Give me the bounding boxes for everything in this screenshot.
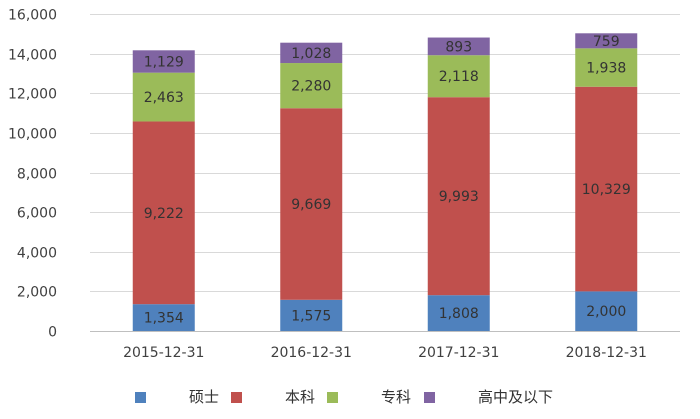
data-label: 2,118 [439, 69, 479, 85]
data-label: 1,354 [144, 311, 184, 327]
bar-segment [132, 121, 195, 305]
data-label: 893 [445, 39, 472, 55]
bar-segment [575, 48, 638, 87]
y-tick-label: 4,000 [17, 246, 57, 262]
bar-segment [427, 97, 490, 296]
x-tick-label: 2017-12-31 [418, 345, 499, 361]
y-tick-label: 14,000 [8, 48, 57, 64]
bar-segment [575, 33, 638, 49]
legend-label: 高中及以下 [478, 388, 553, 406]
legend-swatch [327, 392, 338, 403]
bar-segment [280, 63, 343, 109]
data-label: 10,329 [582, 182, 631, 198]
data-label: 759 [593, 34, 620, 50]
y-tick-label: 16,000 [8, 8, 57, 24]
bar-segment [575, 86, 638, 292]
y-tick-label: 10,000 [8, 127, 57, 143]
legend-swatch [135, 392, 146, 403]
legend-label: 硕士 [189, 388, 219, 406]
bar-segment [427, 295, 490, 331]
bars [132, 33, 638, 331]
legend-label: 专科 [381, 388, 411, 406]
legend-label: 本科 [285, 388, 315, 406]
bar-segment [575, 291, 638, 331]
legend-swatch [424, 392, 435, 403]
data-labels: 1,354 9,222 2,463 1,129 1,575 9,669 2,280 1,028… [144, 34, 631, 327]
legend: 硕士 本科 专科 高中及以下 [135, 388, 553, 406]
bar-segment [427, 55, 490, 98]
data-label: 9,669 [291, 197, 331, 213]
data-label: 1,028 [291, 46, 331, 62]
data-label: 1,808 [439, 306, 479, 322]
y-axis-ticks: 0 2,000 4,000 6,000 8,000 10,000 12,000 14,000 1… [8, 8, 57, 341]
x-axis-ticks: 2015-12-31 2016-12-31 2017-12-31 2018-12-31 [123, 345, 647, 361]
bar-segment [427, 37, 490, 56]
data-label: 2,280 [291, 79, 331, 95]
y-tick-label: 6,000 [17, 206, 57, 222]
y-tick-label: 8,000 [17, 167, 57, 183]
bar-segment [132, 304, 195, 331]
data-label: 1,129 [144, 54, 184, 70]
data-label: 2,000 [586, 304, 626, 320]
data-label: 2,463 [144, 90, 184, 106]
y-tick-label: 12,000 [8, 87, 57, 103]
bar-segment [280, 108, 343, 300]
bar-segment [132, 50, 195, 73]
x-tick-label: 2016-12-31 [271, 345, 352, 361]
bar-segment [132, 72, 195, 122]
data-label: 1,575 [291, 308, 331, 324]
bar-segment [280, 299, 343, 331]
data-label: 9,993 [439, 189, 479, 205]
y-tick-label: 2,000 [17, 285, 57, 301]
y-tick-label: 0 [48, 325, 57, 341]
x-tick-label: 2015-12-31 [123, 345, 204, 361]
legend-swatch [231, 392, 242, 403]
bar-segment [280, 42, 343, 64]
x-tick-label: 2018-12-31 [566, 345, 647, 361]
data-label: 9,222 [144, 206, 184, 222]
data-label: 1,938 [586, 61, 626, 77]
